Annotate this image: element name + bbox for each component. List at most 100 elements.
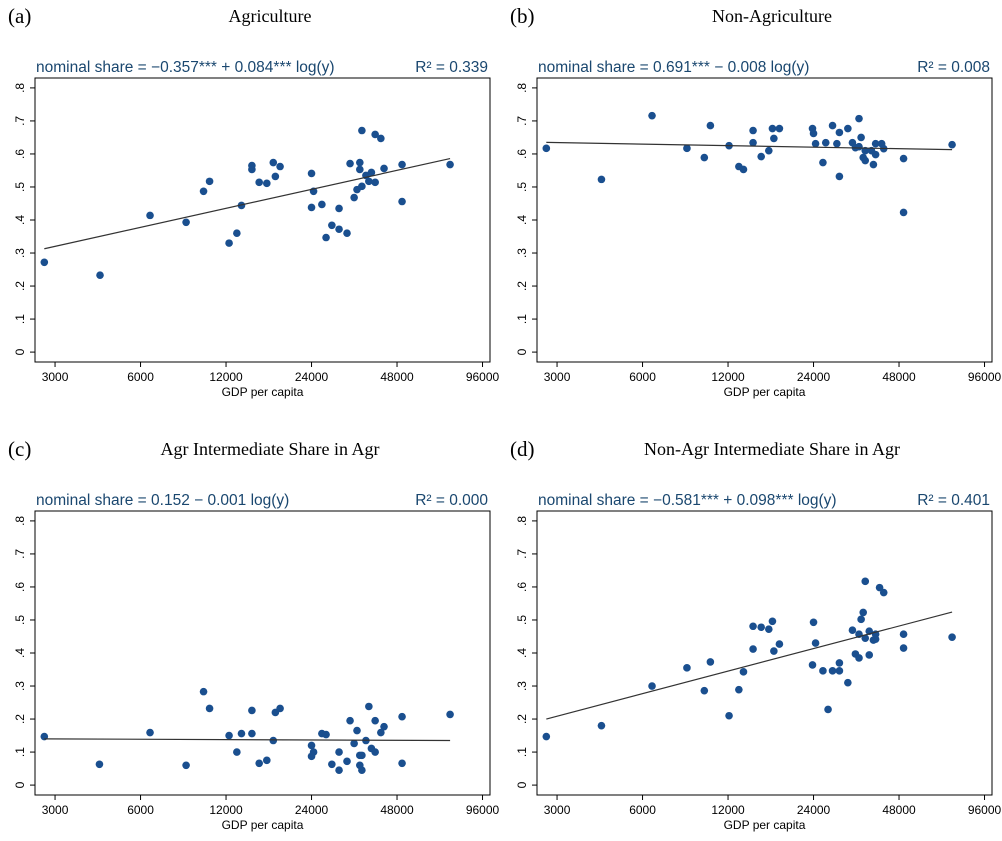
point [199,687,208,696]
point [269,736,278,745]
point [869,160,878,169]
y-tick-label: .5 [515,182,529,192]
point [365,702,373,711]
point [146,211,154,220]
r-squared: R² = 0.008 [917,59,990,76]
x-tick-label: 12000 [209,370,243,384]
point [775,640,784,648]
point [857,133,865,142]
y-tick-label: .1 [13,314,27,324]
plot-frame [34,77,491,363]
y-tick-label: .6 [515,149,529,159]
point [248,165,256,174]
y-tick-label: .4 [515,648,529,658]
equation: nominal share = −0.357*** + 0.084*** log… [36,59,335,76]
fit-line [44,157,451,250]
point [855,142,863,151]
point [648,111,656,120]
equation: nominal share = 0.152 − 0.001 log(y) [36,492,289,509]
panel: (a) Agriculture nominal share = −0.357*** … [8,4,500,399]
x-tick-label: 3000 [42,803,69,817]
point [835,667,844,675]
point [899,630,908,638]
point [398,712,406,721]
point [833,139,841,148]
point [819,667,827,675]
x-tick-label: 6000 [629,803,656,817]
y-tick-label: .2 [515,714,529,724]
point [770,647,778,655]
point [648,682,656,690]
y-tick-label: .7 [13,116,27,126]
plot-frame [536,77,993,363]
point [328,221,336,230]
point [861,146,870,155]
point [346,159,354,168]
y-tick-label: 0 [13,348,27,355]
point [749,645,757,653]
point [233,229,241,238]
point [749,138,757,147]
y-tick-label: .7 [13,549,27,559]
y-tick-label: .7 [515,116,529,126]
point [768,617,777,626]
point [828,121,837,130]
point [322,730,330,739]
y-tick-label: .3 [13,681,27,691]
point [865,651,874,659]
point [263,179,271,188]
y-tick-label: .8 [13,83,27,93]
point [322,233,330,242]
x-tick-label: 3000 [42,370,69,384]
y-tick-label: .8 [13,516,27,526]
point [861,156,870,165]
plot-frame [536,510,993,796]
point [765,625,773,634]
point [199,187,208,196]
x-tick-label: 12000 [209,803,243,817]
point [335,766,343,775]
point [225,731,233,740]
point [371,716,379,725]
point [40,258,49,267]
point [749,126,757,135]
y-tick-label: .2 [13,714,27,724]
x-tick-label: 24000 [295,370,329,384]
point [879,588,888,597]
point [765,146,773,155]
point [855,114,863,123]
point [398,197,406,206]
r-squared: R² = 0.401 [917,492,990,509]
x-tick-label: 96000 [968,803,1002,817]
x-axis-label: GDP per capita [724,385,806,399]
x-axis-label: GDP per capita [222,818,304,832]
y-tick-label: .3 [515,681,529,691]
point [749,622,757,631]
fit-line [44,738,451,742]
x-tick-label: 6000 [127,803,154,817]
point [248,706,256,715]
y-tick-label: .6 [13,149,27,159]
point [335,204,343,213]
point [844,124,852,133]
y-tick-label: .3 [13,248,27,258]
point [307,169,316,178]
y-tick-label: .1 [515,747,529,757]
point [809,129,818,138]
point [757,152,765,161]
x-tick-label: 24000 [295,803,329,817]
point [811,139,820,148]
point [335,225,343,234]
point [899,644,908,652]
point [358,751,366,760]
point [768,124,777,133]
point [233,748,241,756]
point [948,140,956,149]
point [271,172,280,181]
point [307,741,316,750]
y-tick-label: .5 [515,615,529,625]
point [739,668,748,676]
r-squared: R² = 0.339 [415,59,488,76]
point [446,710,454,719]
